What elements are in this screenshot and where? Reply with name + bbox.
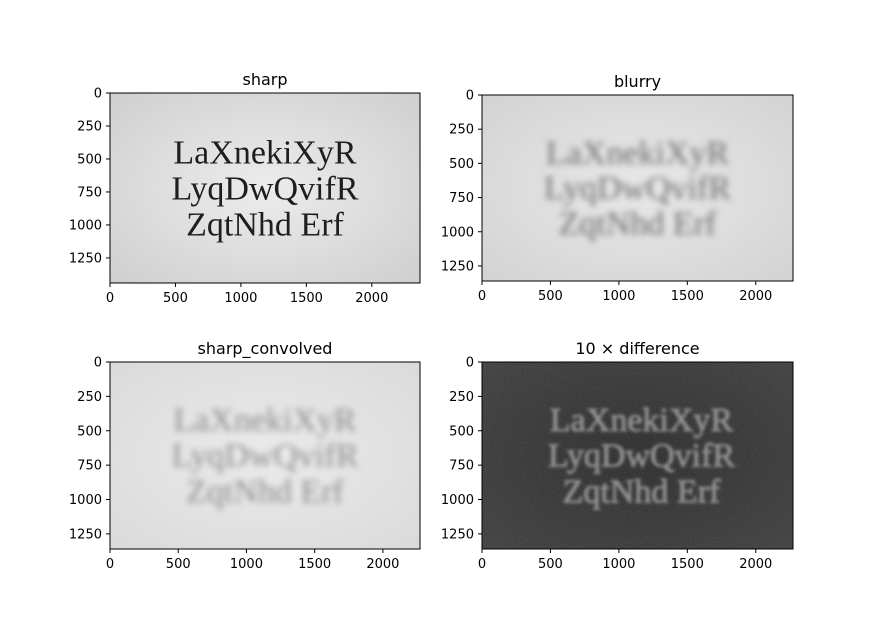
y-tick-label: 250 [77,390,102,405]
y-tick-label: 250 [449,390,474,405]
x-tick-label: 1000 [602,557,635,572]
y-tick-label: 1000 [69,218,102,233]
x-tick-label: 2000 [739,557,772,572]
x-tick-label: 1500 [290,291,323,306]
image-text-line: LaXnekiXyR [173,134,357,171]
x-tick-label: 500 [538,289,563,304]
axes-frame [109,92,421,284]
image-area [110,93,420,283]
image-text-line: ZqtNhd Erf [186,473,344,510]
y-tick-label: 250 [449,123,474,138]
x-tick-label: 1000 [602,289,635,304]
y-tick-label: 1250 [69,527,102,542]
image-text-line: ZqtNhd Erf [559,206,717,243]
y-tick-label: 500 [449,424,474,439]
x-tick-label: 2000 [366,557,399,572]
y-tick-label: 0 [466,89,474,104]
x-tick-label: 0 [478,289,486,304]
x-tick-label: 1500 [671,289,704,304]
image-text-line: LyqDwQvifR [548,438,735,475]
y-tick-label: 750 [449,191,474,206]
y-tick-label: 750 [77,185,102,200]
x-tick-label: 1500 [298,557,331,572]
subplot-title: sharp_convolved [198,339,333,359]
axes-frame [481,361,794,550]
x-tick-label: 0 [106,557,114,572]
subplot-title: blurry [614,72,661,91]
x-tick-label: 2000 [355,291,388,306]
y-tick-label: 1000 [441,225,474,240]
y-tick-label: 0 [466,356,474,371]
image-text-line: LyqDwQvifR [544,170,731,207]
image-text-line: ZqtNhd Erf [563,473,721,510]
y-tick-label: 1250 [441,259,474,274]
x-tick-label: 2000 [739,289,772,304]
y-tick-label: 0 [94,356,102,371]
subplot-title: 10 × difference [575,339,699,358]
y-tick-label: 1000 [69,493,102,508]
image-text-line: LyqDwQvifR [172,170,359,207]
x-tick-label: 500 [163,291,188,306]
x-tick-label: 0 [106,291,114,306]
y-tick-label: 500 [77,152,102,167]
image-text-line: LyqDwQvifR [172,438,359,475]
x-tick-label: 500 [538,557,563,572]
image-text-line: ZqtNhd Erf [186,207,344,244]
x-tick-label: 1000 [230,557,263,572]
y-tick-label: 1250 [69,251,102,266]
y-tick-label: 1250 [441,527,474,542]
subplot-title: sharp [242,70,287,89]
image-area [482,95,793,281]
y-tick-label: 500 [77,424,102,439]
x-tick-label: 500 [166,557,191,572]
axes-frame [109,361,421,550]
image-noise [482,362,793,549]
x-tick-label: 1000 [224,291,257,306]
y-tick-label: 1000 [441,493,474,508]
y-tick-label: 0 [94,87,102,102]
axes-frame [481,94,794,282]
image-area [110,362,420,549]
x-tick-label: 0 [478,557,486,572]
y-tick-label: 750 [449,459,474,474]
y-tick-label: 500 [449,157,474,172]
x-tick-label: 1500 [671,557,704,572]
y-tick-label: 750 [77,459,102,474]
image-text-line: LaXnekiXyR [550,402,734,439]
y-tick-label: 250 [77,119,102,134]
image-text-line: LaXnekiXyR [546,135,730,172]
image-text-line: LaXnekiXyR [173,402,357,439]
